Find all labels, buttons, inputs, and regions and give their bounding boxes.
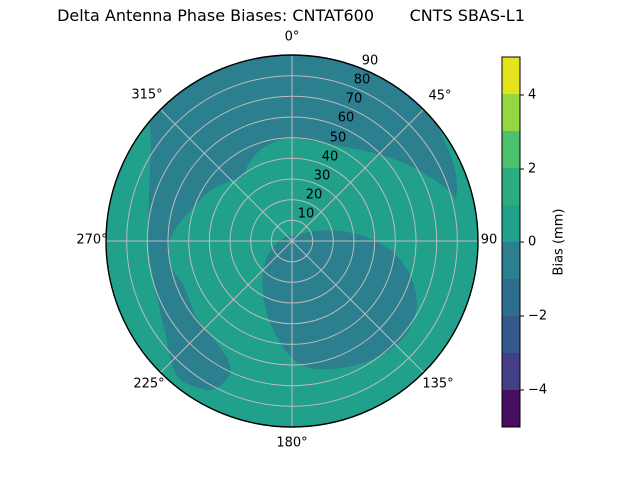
- radial-tick-80: 80: [353, 72, 371, 88]
- polar-grid: [106, 55, 478, 427]
- colorbar-segment: [502, 390, 520, 427]
- colorbar-tick-4: 4: [528, 87, 537, 103]
- colorbar: [501, 56, 524, 428]
- azimuth-label-315: 315°: [131, 87, 163, 103]
- negative-region-lower-comma: [262, 230, 417, 370]
- colorbar-segment: [502, 353, 520, 391]
- polar-grid-spoke: [160, 109, 293, 242]
- colorbar-tick-2: 2: [528, 161, 537, 177]
- negative-region-upper-spiral: [148, 55, 457, 391]
- colorbar-axis-label: Bias (mm): [551, 208, 567, 276]
- polar-grid-spoke: [291, 109, 424, 242]
- azimuth-label-90: 90: [480, 232, 498, 248]
- polar-rim: [105, 54, 479, 428]
- polar-grid-spoke: [160, 240, 293, 373]
- radial-tick-40: 40: [321, 149, 339, 165]
- radial-tick-20: 20: [305, 187, 323, 203]
- radial-tick-90: 90: [361, 53, 379, 69]
- colorbar-segment: [502, 279, 520, 317]
- radial-tick-60: 60: [337, 110, 355, 126]
- colorbar-segment: [502, 57, 520, 95]
- colorbar-segment: [502, 94, 520, 132]
- polar-grid-spoke: [291, 240, 424, 373]
- colorbar-segment: [502, 205, 520, 243]
- radial-tick-70: 70: [345, 91, 363, 107]
- colorbar-tick-marks: [520, 94, 524, 391]
- colorbar-segment: [502, 316, 520, 354]
- azimuth-label-0: 0°: [284, 29, 300, 45]
- radial-tick-30: 30: [313, 168, 331, 184]
- colorbar-segment: [502, 131, 520, 169]
- radial-tick-10: 10: [297, 206, 315, 222]
- colorbar-tick-neg2: −2: [528, 308, 548, 324]
- azimuth-label-225: 225°: [133, 376, 165, 392]
- azimuth-label-270: 270°: [76, 232, 108, 248]
- colorbar-tick-neg4: −4: [528, 382, 548, 398]
- azimuth-label-135: 135°: [422, 376, 454, 392]
- azimuth-label-180: 180°: [276, 435, 308, 451]
- colorbar-segment: [502, 242, 520, 280]
- colorbar-tick-0: 0: [528, 234, 537, 250]
- colorbar-segment: [502, 168, 520, 206]
- radial-tick-50: 50: [329, 130, 347, 146]
- azimuth-label-45: 45°: [428, 88, 452, 104]
- figure-title: Delta Antenna Phase Biases: CNTAT600 CNT…: [57, 6, 525, 25]
